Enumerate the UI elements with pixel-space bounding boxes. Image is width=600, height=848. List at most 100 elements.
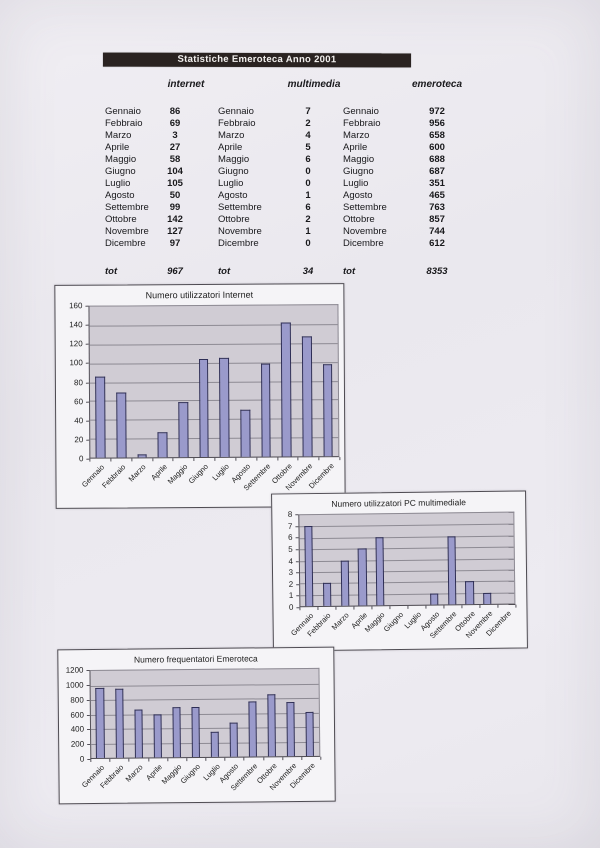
y-axis-label: 8 [287, 509, 293, 519]
gridline [90, 683, 319, 687]
total-label: tot [343, 266, 356, 277]
bar-marzo [133, 709, 144, 758]
month-value: 1 [305, 226, 311, 237]
x-axis-tick [109, 758, 111, 762]
x-axis-tick [110, 458, 112, 462]
x-axis-tick [193, 458, 195, 462]
bar-aprile [358, 548, 367, 606]
month-value: 687 [429, 166, 445, 177]
x-axis-tick [318, 457, 320, 461]
table-row: Giugno 0 [218, 166, 342, 178]
month-value: 4 [305, 130, 311, 141]
month-value: 86 [169, 106, 181, 117]
month-value: 0 [305, 178, 311, 189]
table-row: Novembre 1 [218, 226, 342, 238]
table-row: Giugno 104 [105, 166, 209, 178]
bar-agosto [229, 722, 239, 757]
total-value: 34 [302, 266, 314, 277]
x-axis-tick [147, 758, 149, 762]
month-value: 5 [305, 142, 311, 153]
y-axis-label: 80 [73, 377, 83, 387]
bar-settembre [260, 363, 271, 457]
x-axis-tick [425, 605, 427, 609]
bar-dicembre [305, 711, 315, 756]
chart-row: 0 200 400 600 800 1000 1200 [58, 666, 334, 764]
table-row: Aprile 5 [218, 142, 342, 154]
bar-gennaio [95, 376, 106, 458]
x-axis-label: Maggio [159, 762, 184, 787]
y-axis-label: 7 [287, 521, 293, 531]
table-row: Ottobre 857 [343, 214, 471, 226]
total-row: tot 967 [105, 266, 209, 278]
month-label: Giugno [218, 166, 249, 177]
x-axis-tick [339, 457, 341, 461]
month-label: Ottobre [105, 214, 137, 225]
bar-chart-emeroteca: Numero frequentatori Emeroteca 0 200 400 60… [57, 646, 336, 805]
month-value: 104 [167, 166, 183, 177]
bar-luglio [219, 357, 230, 457]
table-row: Aprile 27 [105, 142, 209, 154]
bar-aprile [157, 431, 168, 458]
table-row: Aprile 600 [343, 142, 471, 154]
month-label: Novembre [218, 226, 262, 237]
y-axis-label: 0 [79, 754, 85, 764]
x-axis-tick [297, 457, 299, 461]
bar-giugno [190, 707, 201, 758]
x-axis-label: Luglio [210, 461, 232, 483]
chart-title: Numero utilizzatori Internet [145, 289, 254, 301]
month-label: Novembre [343, 226, 387, 237]
bar-novembre [483, 592, 492, 604]
month-label: Dicembre [343, 238, 384, 249]
month-label: Febbraio [343, 118, 381, 129]
y-axis-label: 2 [288, 579, 294, 589]
month-label: Gennaio [343, 106, 379, 117]
month-value: 105 [167, 178, 183, 189]
table-row: Settembre 763 [343, 202, 471, 214]
x-axis-tick [389, 606, 391, 610]
month-label: Settembre [105, 202, 149, 213]
bar-gennaio [304, 526, 314, 607]
month-label: Marzo [343, 130, 370, 141]
month-value: 0 [305, 166, 311, 177]
month-label: Ottobre [343, 214, 375, 225]
table-row: Agosto 1 [218, 190, 342, 202]
y-axis: 0 20 40 60 80 100 120 140 160 [55, 301, 90, 463]
x-axis-label: Maggio [165, 462, 190, 486]
month-label: Agosto [343, 190, 373, 201]
month-value: 97 [169, 238, 181, 249]
month-value: 6 [305, 154, 311, 165]
x-axis-tick [131, 458, 133, 462]
month-value: 744 [429, 226, 445, 237]
month-label: Aprile [343, 142, 368, 153]
y-axis-label: 600 [70, 710, 84, 720]
table-row: Novembre 744 [343, 226, 471, 238]
month-label: Aprile [105, 142, 130, 153]
bar-ottobre [281, 322, 292, 457]
x-axis-tick [186, 758, 188, 762]
table-row: Maggio 688 [343, 154, 471, 166]
month-value: 27 [169, 142, 181, 153]
table-row: Febbraio 69 [105, 118, 209, 130]
bar-febbraio [322, 583, 332, 606]
month-value: 600 [429, 142, 445, 153]
plot-background [88, 304, 340, 459]
chart-plot-area: 0 1 2 3 4 5 6 7 8 Gennaio Febbraio Marzo Aprile Maggi… [272, 510, 527, 652]
x-axis-label: Marzo [126, 462, 148, 484]
month-value: 0 [305, 238, 311, 249]
x-axis-label: Giugno [381, 610, 405, 634]
gridline [300, 569, 515, 574]
y-axis: 0 200 400 600 800 1000 1200 [58, 666, 91, 764]
x-axis-tick [335, 606, 337, 610]
table-row: Dicembre 612 [343, 238, 471, 250]
month-value: 465 [429, 190, 445, 201]
bar-ottobre [266, 694, 277, 757]
bar-marzo [340, 560, 350, 606]
document-title: Statistiche Emeroteca Anno 2001 [177, 53, 337, 66]
table-row: Febbraio 956 [343, 118, 471, 130]
bar-febbraio [116, 392, 127, 458]
x-axis-tick [235, 457, 237, 461]
bar-agosto [429, 593, 439, 605]
gridline [89, 361, 338, 365]
month-label: Maggio [218, 154, 250, 165]
